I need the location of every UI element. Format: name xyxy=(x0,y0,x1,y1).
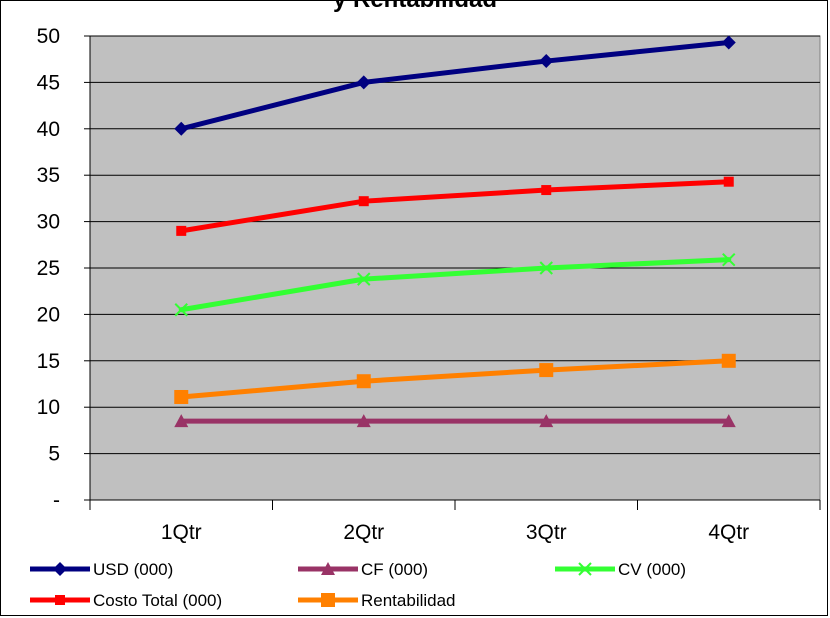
legend-item: CF (000) xyxy=(298,560,428,579)
data-point xyxy=(174,389,189,404)
legend-item: Rentabilidad xyxy=(298,591,456,610)
chart-title: y Rentabilidad xyxy=(0,0,830,14)
data-point xyxy=(721,414,736,428)
data-point-stroke xyxy=(357,272,371,286)
y-tick-label: 15 xyxy=(37,350,60,373)
y-tick-label: 40 xyxy=(37,118,60,141)
data-point-stroke xyxy=(722,252,736,267)
data-point xyxy=(174,121,189,136)
legend-marker-stroke xyxy=(578,562,592,576)
legend-marker xyxy=(578,562,592,576)
data-point-stroke xyxy=(539,261,553,275)
legend-label: USD (000) xyxy=(93,560,173,579)
y-tick-label: 5 xyxy=(48,443,60,466)
data-point xyxy=(356,414,371,428)
y-tick-label: 10 xyxy=(37,396,60,419)
data-point xyxy=(176,225,187,236)
y-tick-label: 20 xyxy=(37,303,60,326)
data-point xyxy=(356,374,371,389)
x-tick-label: 1Qtr xyxy=(161,521,202,544)
legend-item: USD (000) xyxy=(30,560,173,579)
data-point xyxy=(722,252,736,267)
legend-label: CV (000) xyxy=(618,560,686,579)
data-point xyxy=(358,196,369,207)
series-line-5 xyxy=(178,358,732,400)
legend-label: Costo Total (000) xyxy=(93,591,222,610)
y-tick-label: 45 xyxy=(37,71,60,94)
y-tick-label: 25 xyxy=(37,257,60,280)
data-point xyxy=(357,272,371,286)
y-tick-label: 50 xyxy=(37,25,60,48)
legend-label: Rentabilidad xyxy=(361,591,456,610)
data-point xyxy=(541,185,552,196)
data-point xyxy=(174,414,189,428)
legend-label: CF (000) xyxy=(361,560,428,579)
legend-marker xyxy=(321,593,335,607)
series-line-4 xyxy=(178,179,732,234)
y-tick-label: - xyxy=(53,489,60,512)
legend-item: CV (000) xyxy=(555,560,686,579)
legend-marker xyxy=(321,562,335,575)
legend-item: Costo Total (000) xyxy=(30,591,222,610)
data-point xyxy=(721,353,736,368)
data-point-stroke xyxy=(174,303,188,317)
x-tick-label: 2Qtr xyxy=(343,521,384,544)
y-tick-label: 35 xyxy=(37,164,60,187)
y-tick-label: 30 xyxy=(37,211,60,234)
series-line-3 xyxy=(178,257,732,313)
series-line-1 xyxy=(178,39,732,132)
data-point xyxy=(174,303,188,317)
data-point xyxy=(539,54,554,69)
data-point xyxy=(539,414,554,428)
data-point xyxy=(721,35,736,50)
data-point xyxy=(356,75,371,90)
legend-marker xyxy=(55,595,65,605)
x-tick-label: 3Qtr xyxy=(526,521,567,544)
data-point xyxy=(539,261,553,275)
x-tick-label: 4Qtr xyxy=(708,521,749,544)
data-point xyxy=(539,363,554,378)
data-point xyxy=(723,176,734,187)
legend-marker xyxy=(53,562,67,576)
